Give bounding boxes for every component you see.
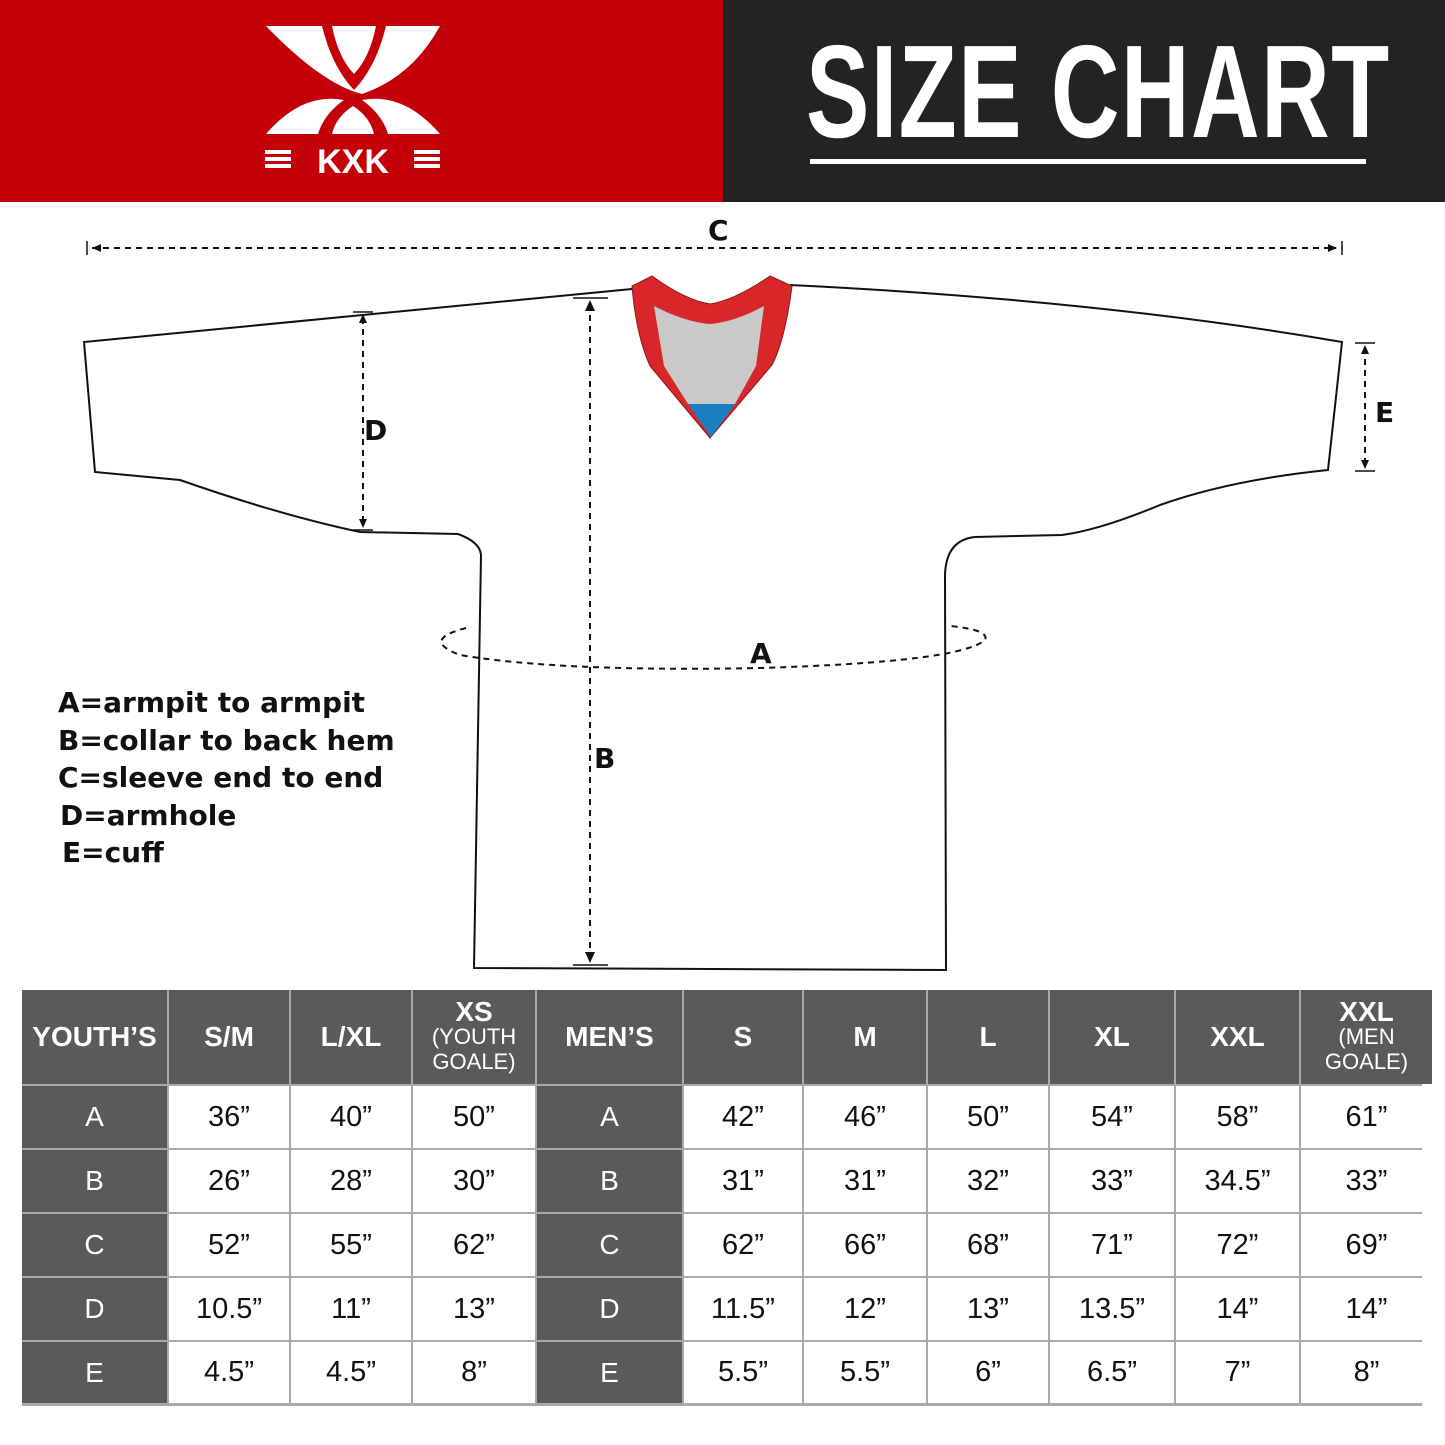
men-measurement-cell: 6.5”: [1050, 1342, 1174, 1403]
men-measurement-cell: 61”: [1301, 1086, 1432, 1148]
youth-row-label: B: [22, 1150, 167, 1212]
men-measurement-cell: 32”: [928, 1150, 1048, 1212]
size-name: XXL: [1339, 996, 1394, 1027]
men-measurement-cell: 31”: [804, 1150, 926, 1212]
page-title: SIZE CHART: [806, 18, 1391, 165]
men-measurement-cell: 13.5”: [1050, 1278, 1174, 1340]
men-measurement-cell: 31”: [684, 1150, 802, 1212]
size-note: (MEN GOALE): [1324, 1024, 1409, 1074]
size-name: XL: [1094, 1021, 1130, 1052]
men-measurement-cell: 66”: [804, 1214, 926, 1276]
men-measurement-cell: 69”: [1301, 1214, 1432, 1276]
logo-text: KXK: [317, 143, 389, 181]
label-b: B: [594, 742, 615, 775]
men-measurement-cell: 62”: [684, 1214, 802, 1276]
men-measurement-cell: 13”: [928, 1278, 1048, 1340]
legend-item-a: A=armpit to armpit: [58, 686, 366, 719]
jersey-diagram: C D B E A: [82, 214, 1394, 972]
men-size-header: XXL: [1176, 990, 1299, 1084]
size-name: M: [853, 1021, 877, 1052]
men-row-label: E: [537, 1342, 682, 1403]
collar-accent: [688, 404, 735, 437]
youth-measurement-cell: 50”: [413, 1086, 535, 1148]
men-row-label: C: [537, 1214, 682, 1276]
youth-measurement-cell: 28”: [291, 1150, 411, 1212]
size-name: XS: [455, 996, 493, 1027]
men-measurement-cell: 54”: [1050, 1086, 1174, 1148]
youth-measurement-cell: 4.5”: [169, 1342, 289, 1403]
men-size-header: M: [804, 990, 926, 1084]
size-name: L/XL: [320, 1021, 382, 1052]
youth-measurement-cell: 36”: [169, 1086, 289, 1148]
youth-measurement-cell: 52”: [169, 1214, 289, 1276]
title-underline: [810, 159, 1366, 164]
youth-row-label: A: [22, 1086, 167, 1148]
title-banner: [723, 0, 1445, 202]
legend-item-e: E=cuff: [62, 836, 164, 869]
youth-size-header: XS (YOUTH GOALE): [413, 990, 535, 1084]
men-measurement-cell: 46”: [804, 1086, 926, 1148]
men-measurement-cell: 68”: [928, 1214, 1048, 1276]
youth-measurement-cell: 13”: [413, 1278, 535, 1340]
legend-item-c: C=sleeve end to end: [58, 761, 384, 794]
size-name: S/M: [204, 1021, 254, 1052]
youth-measurement-cell: 30”: [413, 1150, 535, 1212]
men-measurement-cell: 72”: [1176, 1214, 1299, 1276]
label-d: D: [364, 414, 387, 447]
youth-measurement-cell: 11”: [291, 1278, 411, 1340]
men-size-header: XXL (MEN GOALE): [1301, 990, 1432, 1084]
men-measurement-cell: 58”: [1176, 1086, 1299, 1148]
youth-measurement-cell: 55”: [291, 1214, 411, 1276]
size-name: XXL: [1210, 1021, 1265, 1052]
men-measurement-cell: 5.5”: [804, 1342, 926, 1403]
men-measurement-cell: 34.5”: [1176, 1150, 1299, 1212]
men-measurement-cell: 42”: [684, 1086, 802, 1148]
youth-measurement-cell: 62”: [413, 1214, 535, 1276]
kxk-logo: KXK: [265, 26, 440, 181]
men-row-label: B: [537, 1150, 682, 1212]
men-measurement-cell: 7”: [1176, 1342, 1299, 1403]
youth-measurement-cell: 4.5”: [291, 1342, 411, 1403]
youth-row-label: E: [22, 1342, 167, 1403]
measurement-legend: A=armpit to armpit B=collar to back hem …: [58, 684, 395, 872]
men-measurement-cell: 6”: [928, 1342, 1048, 1403]
men-row-label: A: [537, 1086, 682, 1148]
youth-size-header: L/XL: [291, 990, 411, 1084]
legend-item-d: D=armhole: [60, 798, 237, 832]
men-row-label: D: [537, 1278, 682, 1340]
men-size-header: S: [684, 990, 802, 1084]
men-size-header: XL: [1050, 990, 1174, 1084]
men-measurement-cell: 71”: [1050, 1214, 1174, 1276]
measure-a-ellipse: [440, 625, 987, 670]
men-measurement-cell: 5.5”: [684, 1342, 802, 1403]
jersey-outline: [82, 284, 1344, 972]
men-measurement-cell: 33”: [1301, 1150, 1432, 1212]
size-table: YOUTH’S S/M L/XL XS (YOUTH GOALE) MEN’S S M L XL X…: [22, 990, 1432, 1406]
men-measurement-cell: 12”: [804, 1278, 926, 1340]
youth-measurement-cell: 40”: [291, 1086, 411, 1148]
men-measurement-cell: 8”: [1301, 1342, 1432, 1403]
youth-header: YOUTH’S: [22, 990, 167, 1084]
size-name: L: [979, 1021, 997, 1052]
size-note: (YOUTH GOALE): [431, 1024, 517, 1074]
youth-measurement-cell: 8”: [413, 1342, 535, 1403]
men-size-header: L: [928, 990, 1048, 1084]
label-c: C: [708, 214, 729, 247]
men-measurement-cell: 33”: [1050, 1150, 1174, 1212]
men-measurement-cell: 50”: [928, 1086, 1048, 1148]
size-name: S: [733, 1021, 753, 1052]
men-measurement-cell: 14”: [1176, 1278, 1299, 1340]
youth-size-header: S/M: [169, 990, 289, 1084]
men-measurement-cell: 14”: [1301, 1278, 1432, 1340]
youth-row-label: D: [22, 1278, 167, 1340]
men-measurement-cell: 11.5”: [684, 1278, 802, 1340]
label-a: A: [750, 637, 772, 670]
men-header: MEN’S: [537, 990, 682, 1084]
youth-row-label: C: [22, 1214, 167, 1276]
youth-measurement-cell: 26”: [169, 1150, 289, 1212]
label-e: E: [1375, 396, 1394, 429]
legend-item-b: B=collar to back hem: [58, 723, 395, 757]
youth-measurement-cell: 10.5”: [169, 1278, 289, 1340]
collar-inner: [654, 306, 764, 404]
